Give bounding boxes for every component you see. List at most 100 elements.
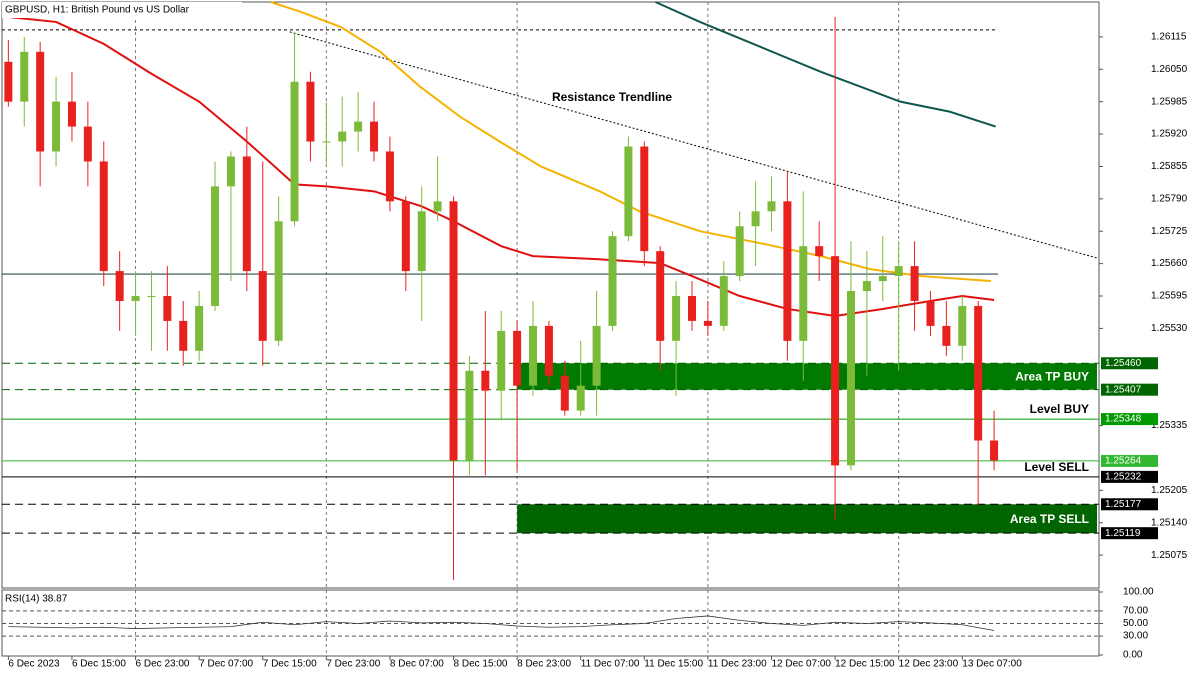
price-box-label: 1.25119 <box>1105 528 1141 539</box>
x-tick-label: 11 Dec 15:00 <box>644 659 703 670</box>
rsi-tick-label: 0.00 <box>1123 650 1143 661</box>
candle-body <box>767 201 776 212</box>
candle-body <box>513 330 522 386</box>
candle-body <box>990 440 999 461</box>
candle-body <box>894 266 903 277</box>
x-tick-label: 12 Dec 23:00 <box>899 659 959 670</box>
candle-body <box>258 271 267 341</box>
candle-body <box>815 246 824 257</box>
y-tick-label: 1.25335 <box>1151 420 1188 431</box>
price-box-label: 1.25232 <box>1105 472 1142 483</box>
x-tick-label: 12 Dec 15:00 <box>835 659 895 670</box>
price-box <box>1101 383 1158 396</box>
x-tick-label: 11 Dec 23:00 <box>708 659 767 670</box>
candle-body <box>878 276 887 282</box>
x-tick-label: 12 Dec 07:00 <box>771 659 831 670</box>
candle-body <box>560 375 569 411</box>
y-tick-label: 1.25140 <box>1151 517 1188 528</box>
candle-body <box>958 305 967 346</box>
price-box-label: 1.25264 <box>1105 456 1142 467</box>
candle-body <box>401 201 410 272</box>
moving-average <box>655 1 996 128</box>
candle-body <box>338 131 347 142</box>
candle-body <box>481 370 490 391</box>
x-tick-label: 7 Dec 15:00 <box>263 659 317 670</box>
level-label: Level BUY <box>1030 402 1089 416</box>
candle-body <box>497 330 506 391</box>
candle-body <box>544 325 553 376</box>
candle-body <box>242 156 251 272</box>
candle-body <box>624 146 633 237</box>
y-tick-label: 1.25725 <box>1151 226 1188 237</box>
chart-title: GBPUSD, H1: British Pound vs US Dollar <box>5 5 190 16</box>
candle-body <box>529 325 538 386</box>
rsi-tick-label: 100.00 <box>1123 587 1154 598</box>
rsi-tick-label: 50.00 <box>1123 618 1148 629</box>
candle-body <box>799 246 808 341</box>
candle-body <box>226 156 235 187</box>
price-box <box>1101 470 1158 483</box>
candle-body <box>910 266 919 301</box>
x-tick-label: 8 Dec 07:00 <box>390 659 444 670</box>
candle-body <box>703 320 712 326</box>
price-box-label: 1.25407 <box>1105 384 1142 395</box>
y-tick-label: 1.25920 <box>1151 129 1188 140</box>
candle-body <box>751 211 760 227</box>
candle-body <box>306 81 315 142</box>
candle-body <box>4 61 13 102</box>
candle-body <box>274 221 283 341</box>
y-tick-label: 1.26115 <box>1151 32 1187 43</box>
x-tick-label: 8 Dec 23:00 <box>517 659 571 670</box>
zone <box>517 504 1097 534</box>
plot-layer: 6 Dec 2023 6 Dec 15:00 6 Dec 23:00 7 Dec 07… <box>2 1 1188 670</box>
moving-average <box>270 1 991 283</box>
x-tick-label: 6 Dec 23:00 <box>136 659 190 670</box>
candle-body <box>433 201 442 212</box>
y-tick-label: 1.25855 <box>1151 161 1188 172</box>
trendline-label: Resistance Trendline <box>552 90 672 104</box>
title-bg <box>2 2 242 18</box>
y-tick-label: 1.25205 <box>1151 485 1188 496</box>
price-box-label: 1.25460 <box>1105 358 1142 369</box>
price-box <box>1101 527 1158 540</box>
candle-body <box>942 325 951 346</box>
x-tick-label: 8 Dec 15:00 <box>454 659 508 670</box>
y-tick-label: 1.25530 <box>1151 323 1188 334</box>
candle-body <box>608 236 617 326</box>
candle-body <box>687 295 696 321</box>
candle-body <box>385 151 394 202</box>
candle-body <box>465 370 474 461</box>
candle-body <box>20 51 29 102</box>
x-tick-label: 6 Dec 2023 <box>8 659 60 670</box>
x-tick-label: 7 Dec 23:00 <box>326 659 380 670</box>
candle-body <box>211 186 220 306</box>
candle-body <box>592 325 601 386</box>
y-tick-label: 1.25790 <box>1151 193 1188 204</box>
price-box <box>1101 413 1158 426</box>
candle-body <box>846 291 855 466</box>
candle-body <box>640 146 649 252</box>
candle-body <box>147 295 156 297</box>
candle-body <box>179 320 188 351</box>
candle-body <box>52 101 61 152</box>
rsi-tick-label: 70.00 <box>1123 606 1148 617</box>
candle-body <box>719 276 728 326</box>
candle-body <box>322 141 331 143</box>
candle-body <box>354 121 363 132</box>
candle-body <box>672 295 681 341</box>
y-tick-label: 1.25660 <box>1151 258 1188 269</box>
price-box-label: 1.25348 <box>1105 414 1142 425</box>
price-box <box>1101 454 1158 467</box>
main-panel <box>1 1 1100 589</box>
candle-body <box>576 385 585 411</box>
price-box <box>1101 357 1158 370</box>
price-box <box>1101 498 1158 511</box>
candle-body <box>195 305 204 351</box>
y-tick-label: 1.25595 <box>1151 291 1188 302</box>
candle-body <box>99 161 108 272</box>
candle-body <box>862 281 871 292</box>
candle-body <box>370 121 379 152</box>
rsi-line <box>8 615 995 631</box>
zone <box>517 363 1097 390</box>
candle-body <box>83 126 92 162</box>
